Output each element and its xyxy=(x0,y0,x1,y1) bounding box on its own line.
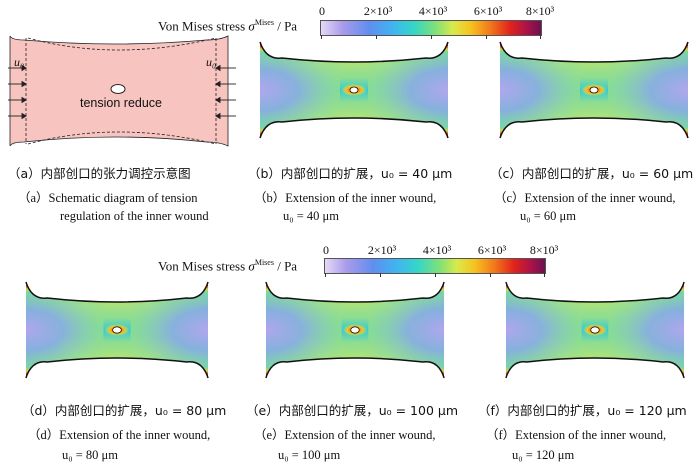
caption-e-en: u₀ = 100 μm xyxy=(278,448,341,462)
stress-panel-c xyxy=(499,41,689,139)
caption-e-cn: （e）内部创口的扩展，u₀ = 100 μm xyxy=(246,403,459,418)
colorbar-tick: 2×10³ xyxy=(367,243,397,257)
caption-c-en: （c）Extension of the inner wound, xyxy=(494,191,676,205)
caption-d-en: u₀ = 80 μm xyxy=(62,448,118,462)
colorbar-tick: 6×10³ xyxy=(477,243,507,257)
caption-b-en: （b）Extension of the inner wound, xyxy=(254,191,437,205)
u0-label-left: u₀ xyxy=(14,55,25,69)
colorbar-label-top: Von Mises stress σMises / Pa xyxy=(158,18,298,34)
colorbar-tick: 6×10³ xyxy=(473,4,503,18)
colorbar-tick: 8×10³ xyxy=(525,4,555,18)
colorbar-tick: 0 xyxy=(319,4,325,18)
colorbar-tick: 8×10³ xyxy=(529,243,559,257)
tension-reduce-text: tension reduce xyxy=(80,96,163,110)
caption-c-cn: （c）内部创口的扩展，u₀ = 60 μm xyxy=(490,166,694,181)
colorbar-label-bottom: Von Mises stress σMises / Pa xyxy=(158,258,298,274)
colorbar-top xyxy=(320,20,542,39)
colorbar-tick: 2×10³ xyxy=(363,4,393,18)
colorbar-tick: 4×10³ xyxy=(418,4,448,18)
caption-c-en: u₀ = 60 μm xyxy=(520,209,576,223)
caption-f-en: （f）Extension of the inner wound, xyxy=(486,428,667,442)
caption-f-cn: （f）内部创口的扩展，u₀ = 120 μm xyxy=(478,403,687,418)
caption-a-en: （a）Schematic diagram of tension xyxy=(18,191,198,205)
stress-panel-d xyxy=(25,281,209,379)
schematic-panel-a xyxy=(8,35,236,147)
caption-e-en: （e）Extension of the inner wound, xyxy=(254,428,436,442)
caption-d-cn: （d）内部创口的扩展，u₀ = 80 μm xyxy=(22,403,227,418)
u0-label-right: u₀ xyxy=(206,55,217,69)
stress-panel-e xyxy=(265,281,445,379)
caption-f-en: u₀ = 120 μm xyxy=(512,448,575,462)
caption-b-en: u₀ = 40 μm xyxy=(283,209,339,223)
colorbar-tick: 0 xyxy=(323,243,329,257)
caption-a-cn: （a）内部创口的张力调控示意图 xyxy=(8,166,191,181)
colorbar-bottom xyxy=(324,258,546,277)
colorbar-tick: 4×10³ xyxy=(422,243,452,257)
stress-panel-b xyxy=(259,41,449,139)
stress-panel-f xyxy=(505,281,685,379)
caption-a-en: regulation of the inner wound xyxy=(60,209,209,223)
caption-b-cn: （b）内部创口的扩展，u₀ = 40 μm xyxy=(248,166,453,181)
caption-d-en: （d）Extension of the inner wound, xyxy=(28,428,211,442)
